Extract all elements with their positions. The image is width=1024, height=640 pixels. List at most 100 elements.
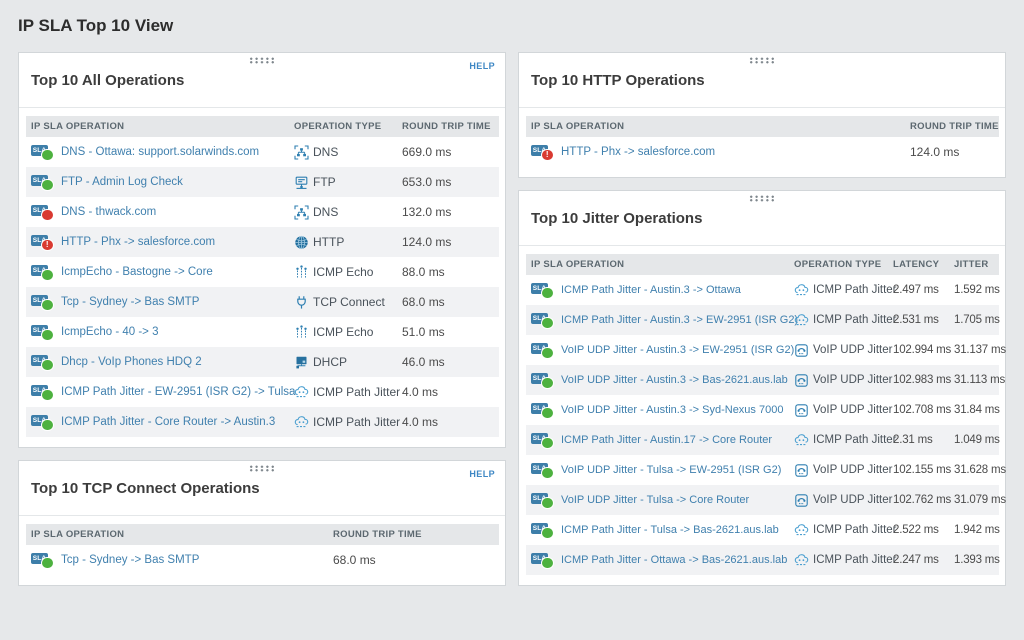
operation-type-cell: ICMP Path Jitter: [294, 415, 402, 430]
panel-title: Top 10 Jitter Operations: [531, 210, 703, 227]
round-trip-time-value: 132.0 ms: [402, 205, 452, 219]
drag-handle-icon[interactable]: [748, 57, 776, 64]
operation-type-label: TCP Connect: [313, 295, 385, 309]
sla-status-icon: SLA: [531, 402, 555, 419]
sla-status-icon: SLA: [531, 342, 555, 359]
jitter-value: 31.84 ms: [954, 404, 1000, 416]
operation-name-cell: SLA VoIP UDP Jitter - Tulsa -> Core Route…: [526, 492, 794, 509]
operation-link[interactable]: VoIP UDP Jitter - Austin.3 -> EW-2951 (I…: [561, 344, 795, 356]
operation-type-cell: ICMP Path Jitter: [794, 523, 897, 538]
sla-badge: SLA: [531, 402, 548, 414]
sla-badge: SLA: [531, 522, 548, 534]
sla-status-icon: SLA: [31, 204, 55, 221]
status-up-icon: [541, 526, 554, 539]
operation-link[interactable]: VoIP UDP Jitter - Tulsa -> EW-2951 (ISR …: [561, 464, 782, 476]
operation-type-cell: DNS: [294, 204, 402, 220]
operation-link[interactable]: ICMP Path Jitter - EW-2951 (ISR G2) -> T…: [61, 386, 296, 398]
operation-name-cell: SLA ICMP Path Jitter - Austin.3 -> EW-295…: [526, 312, 798, 329]
operation-link[interactable]: DNS - Ottawa: support.solarwinds.com: [61, 146, 260, 158]
operation-link[interactable]: HTTP - Phx -> salesforce.com: [561, 146, 716, 158]
operation-type-label: ICMP Path Jitter: [813, 434, 897, 446]
icmp-path-jitter-icon: [294, 385, 309, 400]
help-link[interactable]: HELP: [469, 61, 495, 71]
status-up-icon: [541, 286, 554, 299]
operation-name-cell: SLA ICMP Path Jitter - Core Router -> Aus…: [26, 414, 294, 431]
help-link[interactable]: HELP: [469, 469, 495, 479]
jitter-value: 31.628 ms: [954, 464, 1006, 476]
latency-value: 2.31 ms: [893, 434, 933, 446]
ftp-icon: [294, 175, 309, 190]
page-title: IP SLA Top 10 View: [18, 16, 174, 35]
dashboard-columns: Top 10 All Operations HELP IP SLA OPERAT…: [18, 52, 1006, 586]
operation-type-label: ICMP Path Jitter: [813, 284, 897, 296]
operation-link[interactable]: ICMP Path Jitter - Tulsa -> Bas-2621.aus…: [561, 524, 779, 536]
operation-link[interactable]: DNS - thwack.com: [61, 206, 157, 218]
operation-type-cell: ICMP Path Jitter: [794, 313, 897, 328]
status-up-icon: [41, 556, 54, 569]
drag-handle-icon[interactable]: [248, 465, 276, 472]
operation-link[interactable]: VoIP UDP Jitter - Austin.3 -> Bas-2621.a…: [561, 374, 788, 386]
panel-title: Top 10 HTTP Operations: [531, 72, 705, 89]
operation-link[interactable]: ICMP Path Jitter - Austin.17 -> Core Rou…: [561, 434, 773, 446]
operation-type-label: HTTP: [313, 235, 345, 249]
status-up-icon: [541, 466, 554, 479]
sla-status-icon: SLA: [531, 432, 555, 449]
latency-value: 2.247 ms: [893, 554, 939, 566]
round-trip-time-value: 124.0 ms: [910, 145, 960, 159]
operation-name-cell: SLA IcmpEcho - 40 -> 3: [26, 324, 294, 341]
sla-badge: SLA: [31, 414, 48, 426]
operation-link[interactable]: VoIP UDP Jitter - Tulsa -> Core Router: [561, 494, 750, 506]
operation-name-cell: SLA IcmpEcho - Bastogne -> Core: [26, 264, 294, 281]
operation-type-cell: VoIP UDP Jitter: [794, 373, 893, 388]
sla-status-icon: SLA: [31, 264, 55, 281]
operation-type-cell: ICMP Echo: [294, 324, 402, 340]
round-trip-time-value: 669.0 ms: [402, 145, 452, 159]
operation-name-cell: SLA VoIP UDP Jitter - Austin.3 -> Syd-Nex…: [526, 402, 794, 419]
operation-link[interactable]: HTTP - Phx -> salesforce.com: [61, 236, 216, 248]
operation-link[interactable]: IcmpEcho - Bastogne -> Core: [61, 266, 213, 278]
sla-badge: SLA: [31, 144, 48, 156]
operation-link[interactable]: FTP - Admin Log Check: [61, 176, 183, 188]
left-column: Top 10 All Operations HELP IP SLA OPERAT…: [18, 52, 506, 586]
operation-name-cell: SLA VoIP UDP Jitter - Austin.3 -> Bas-262…: [526, 372, 794, 389]
table-row: SLA Tcp - Sydney -> Bas SMTP TCP Connect 68…: [26, 287, 499, 317]
table-header-row: IP SLA OPERATION OPERATION TYPE ROUND TRIP…: [26, 116, 499, 137]
status-up-icon: [41, 148, 54, 161]
operation-link[interactable]: Tcp - Sydney -> Bas SMTP: [61, 554, 200, 566]
sla-badge: SLA: [531, 552, 548, 564]
icmp-path-jitter-icon: [794, 313, 809, 328]
sla-status-icon: SLA: [531, 552, 555, 569]
operation-type-label: DNS: [313, 205, 339, 219]
dns-icon: [294, 144, 309, 160]
operation-link[interactable]: Tcp - Sydney -> Bas SMTP: [61, 296, 200, 308]
round-trip-time-value: 124.0 ms: [402, 235, 452, 249]
operation-type-cell: VoIP UDP Jitter: [794, 343, 893, 358]
sla-status-icon: SLA: [31, 144, 55, 161]
dns-icon: [294, 204, 309, 220]
column-header-round-trip-time: ROUND TRIP TIME: [402, 121, 491, 132]
status-warning-icon: !: [41, 238, 54, 251]
drag-handle-icon[interactable]: [248, 57, 276, 64]
panel-title: Top 10 All Operations: [31, 72, 185, 89]
panel-header: Top 10 Jitter Operations: [519, 191, 1005, 246]
operation-type-cell: ICMP Echo: [294, 264, 402, 280]
operation-name-cell: SLA! HTTP - Phx -> salesforce.com: [526, 144, 910, 161]
icmp-echo-icon: [294, 324, 309, 340]
drag-handle-icon[interactable]: [748, 195, 776, 202]
table-body: SLA Tcp - Sydney -> Bas SMTP 68.0 ms: [26, 545, 499, 575]
operation-link[interactable]: ICMP Path Jitter - Core Router -> Austin…: [61, 416, 276, 428]
round-trip-time-value: 88.0 ms: [402, 265, 445, 279]
operation-type-label: ICMP Path Jitter: [313, 415, 401, 429]
operation-link[interactable]: ICMP Path Jitter - Austin.3 -> Ottawa: [561, 284, 741, 296]
icmp-path-jitter-icon: [794, 283, 809, 298]
operation-link[interactable]: Dhcp - VoIp Phones HDQ 2: [61, 356, 202, 368]
latency-value: 102.983 ms: [893, 374, 952, 386]
status-down-icon: [41, 208, 54, 221]
operation-link[interactable]: ICMP Path Jitter - Austin.3 -> EW-2951 (…: [561, 314, 799, 326]
operation-link[interactable]: VoIP UDP Jitter - Austin.3 -> Syd-Nexus …: [561, 404, 784, 416]
operations-table: IP SLA OPERATION ROUND TRIP TIME SLA Tcp -…: [26, 524, 499, 575]
operation-link[interactable]: ICMP Path Jitter - Ottawa -> Bas-2621.au…: [561, 554, 788, 566]
voip-udp-jitter-icon: [794, 403, 809, 418]
operation-link[interactable]: IcmpEcho - 40 -> 3: [61, 326, 159, 338]
operation-type-label: VoIP UDP Jitter: [813, 494, 893, 506]
